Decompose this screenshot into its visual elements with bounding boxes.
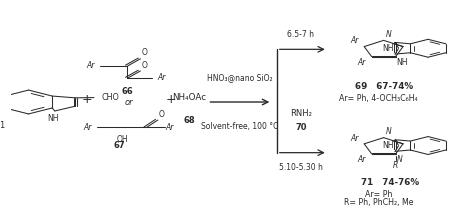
Text: +: + xyxy=(82,93,92,106)
Text: +: + xyxy=(165,93,176,106)
Text: Ar: Ar xyxy=(350,134,359,143)
Text: NH: NH xyxy=(383,43,394,53)
Text: N: N xyxy=(386,30,392,39)
Text: NH: NH xyxy=(47,114,58,123)
Text: NH: NH xyxy=(397,58,408,67)
Text: 68: 68 xyxy=(183,116,195,125)
Text: NH₄OAc: NH₄OAc xyxy=(172,93,206,102)
Text: Solvent-free, 100 °C: Solvent-free, 100 °C xyxy=(201,122,279,131)
Text: RNH₂: RNH₂ xyxy=(290,109,312,118)
Text: 66: 66 xyxy=(122,87,134,96)
Text: Ar: Ar xyxy=(83,123,92,132)
Text: 6.5-7 h: 6.5-7 h xyxy=(287,30,314,39)
Text: 1: 1 xyxy=(0,121,4,130)
Text: 67: 67 xyxy=(114,140,126,149)
Text: N: N xyxy=(386,127,392,136)
Text: Ar= Ph: Ar= Ph xyxy=(365,190,392,199)
Text: NH: NH xyxy=(383,141,394,150)
Text: 71   74-76%: 71 74-76% xyxy=(361,178,419,187)
Text: O: O xyxy=(142,61,147,70)
Text: O: O xyxy=(158,110,164,119)
Text: 70: 70 xyxy=(295,123,307,133)
Text: Ar: Ar xyxy=(358,58,366,67)
Text: R: R xyxy=(393,161,398,170)
Text: HNO₃@nano SiO₂: HNO₃@nano SiO₂ xyxy=(207,73,273,82)
Text: Ar: Ar xyxy=(350,36,359,45)
Text: R= Ph, PhCH₂, Me: R= Ph, PhCH₂, Me xyxy=(344,198,413,207)
Text: Ar: Ar xyxy=(87,61,95,70)
Text: CHO: CHO xyxy=(102,93,119,102)
Text: 5.10-5.30 h: 5.10-5.30 h xyxy=(279,163,323,172)
Text: Ar: Ar xyxy=(166,123,174,132)
Text: OH: OH xyxy=(116,135,128,144)
Text: Ar: Ar xyxy=(358,155,366,164)
Text: O: O xyxy=(142,48,147,57)
Text: Ar= Ph, 4-OCH₃C₆H₄: Ar= Ph, 4-OCH₃C₆H₄ xyxy=(339,94,418,103)
Text: Ar: Ar xyxy=(157,73,165,82)
Text: N: N xyxy=(397,155,402,164)
Text: or: or xyxy=(125,98,133,107)
Text: 69   67-74%: 69 67-74% xyxy=(356,82,414,91)
